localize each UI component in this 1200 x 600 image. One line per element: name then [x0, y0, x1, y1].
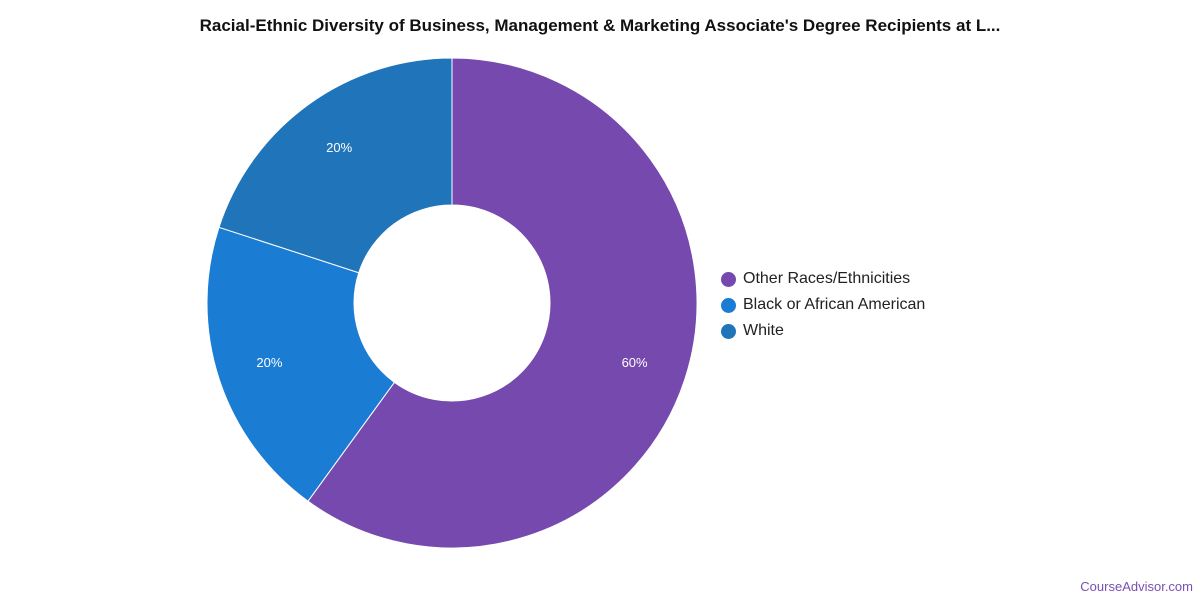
- legend-swatch-black: [721, 297, 736, 313]
- slice-label-white: 20%: [326, 140, 352, 155]
- slice-black[interactable]: [206, 226, 396, 502]
- legend-label-other: Other Races/Ethnicities: [743, 270, 911, 287]
- footer-brand[interactable]: CourseAdvisor.com: [1080, 579, 1193, 594]
- legend-item-white[interactable]: White: [721, 318, 925, 344]
- slices-group: [206, 57, 698, 549]
- legend-swatch-other: [721, 271, 736, 287]
- slice-white[interactable]: [218, 57, 453, 274]
- slice-label-black: 20%: [256, 355, 282, 370]
- slice-labels-group: 60% 20% 20%: [256, 140, 648, 370]
- slice-other[interactable]: [307, 57, 698, 549]
- legend-label-black: Black or African American: [743, 296, 926, 313]
- slice-label-other: 60%: [622, 355, 648, 370]
- legend-item-black[interactable]: Black or African American: [721, 292, 925, 318]
- legend: Other Races/Ethnicities Black or African…: [721, 266, 925, 344]
- legend-label-white: White: [743, 322, 784, 339]
- legend-swatch-white: [721, 323, 736, 339]
- chart-title: Racial-Ethnic Diversity of Business, Man…: [199, 16, 1001, 35]
- legend-item-other[interactable]: Other Races/Ethnicities: [721, 266, 925, 292]
